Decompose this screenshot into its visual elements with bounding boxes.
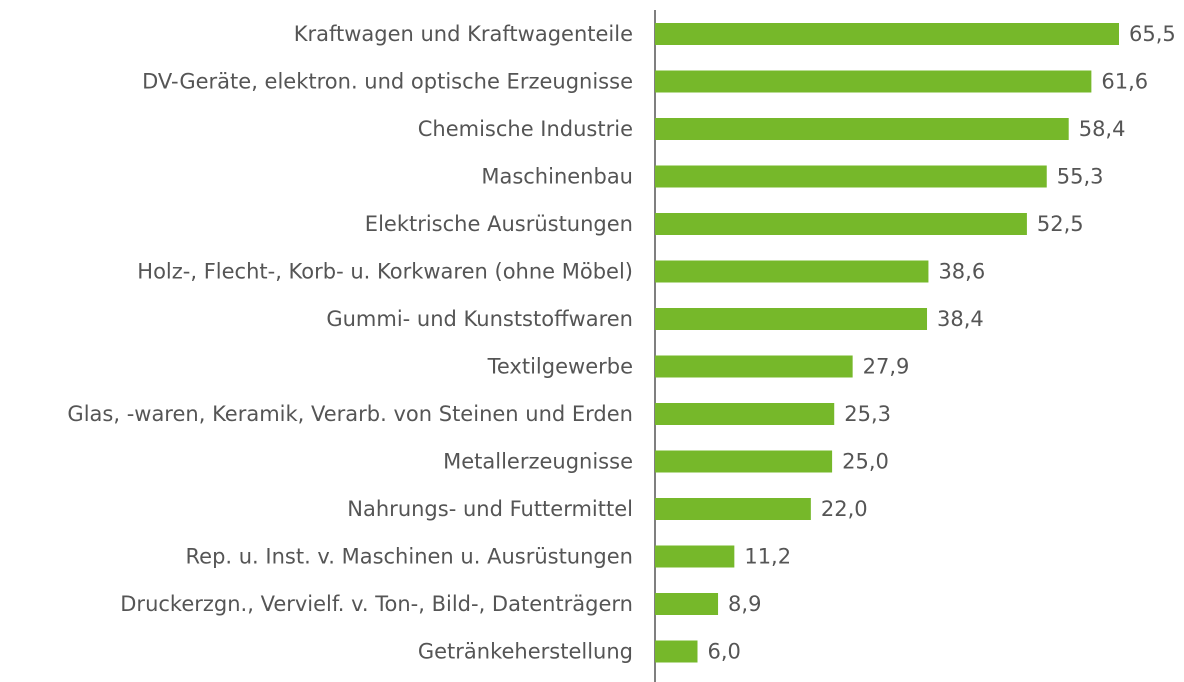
value-label: 8,9: [728, 592, 761, 616]
category-label: Holz-, Flecht-, Korb- u. Korkwaren (ohne…: [137, 260, 633, 284]
category-label: Nahrungs- und Futtermittel: [347, 497, 633, 521]
value-label: 27,9: [863, 355, 910, 379]
category-label: Kraftwagen und Kraftwagenteile: [294, 22, 633, 46]
value-label: 25,3: [844, 402, 891, 426]
category-label: Getränkeherstellung: [418, 640, 633, 664]
bar: [655, 545, 735, 568]
bar: [655, 450, 833, 473]
bar: [655, 213, 1027, 235]
bar: [655, 593, 719, 615]
value-label: 38,4: [937, 307, 984, 331]
bar: [655, 355, 853, 378]
value-label: 52,5: [1037, 212, 1084, 236]
category-label: DV-Geräte, elektron. und optische Erzeug…: [142, 70, 633, 94]
bar: [655, 118, 1069, 140]
bar: [655, 403, 835, 425]
bar: [655, 640, 698, 663]
value-label: 65,5: [1129, 22, 1176, 46]
value-label: 22,0: [821, 497, 868, 521]
bar: [655, 70, 1092, 93]
bar: [655, 308, 928, 330]
category-label: Textilgewerbe: [487, 355, 633, 379]
bar: [655, 23, 1119, 45]
value-label: 58,4: [1079, 117, 1126, 141]
bar: [655, 260, 929, 283]
category-label: Elektrische Ausrüstungen: [365, 212, 633, 236]
value-label: 55,3: [1057, 165, 1104, 189]
category-label: Glas, -waren, Keramik, Verarb. von Stein…: [67, 402, 633, 426]
category-label: Gummi- und Kunststoffwaren: [326, 307, 633, 331]
category-label: Metallerzeugnisse: [443, 450, 633, 474]
category-label: Maschinenbau: [481, 165, 633, 189]
value-label: 61,6: [1101, 70, 1148, 94]
value-label: 25,0: [842, 450, 889, 474]
category-label: Rep. u. Inst. v. Maschinen u. Ausrüstung…: [186, 545, 634, 569]
bar: [655, 498, 811, 520]
category-label: Chemische Industrie: [418, 117, 633, 141]
value-label: 6,0: [708, 640, 741, 664]
value-label: 11,2: [744, 545, 791, 569]
value-label: 38,6: [938, 260, 985, 284]
bar: [655, 165, 1047, 188]
category-label: Druckerzgn., Vervielf. v. Ton-, Bild-, D…: [120, 592, 633, 616]
